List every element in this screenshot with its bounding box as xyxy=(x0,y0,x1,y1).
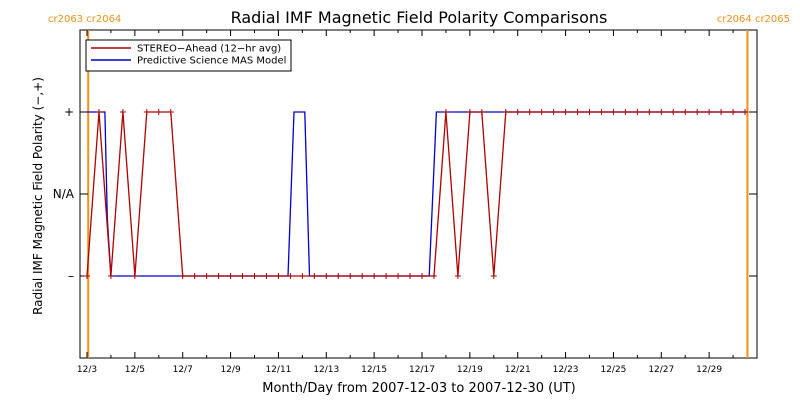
data-point xyxy=(359,273,366,279)
data-point xyxy=(84,273,90,279)
data-point xyxy=(311,273,318,279)
rotation-markers: cr2063 cr2064 cr2064 cr2065 xyxy=(48,14,790,358)
axis-ticks: 12/3 12/5 12/7 12/9 12/11 12/13 12/15 12/17 12/1… xyxy=(53,30,757,375)
data-point xyxy=(466,109,473,115)
x-axis-label: Month/Day from 2007-12-03 to 2007-12-30 … xyxy=(262,381,575,396)
data-point xyxy=(143,109,150,115)
x-tick-label: 12/3 xyxy=(77,365,97,375)
data-point xyxy=(694,109,701,115)
data-point xyxy=(347,273,354,279)
x-tick-label: 12/19 xyxy=(457,365,483,375)
plot-area xyxy=(79,29,758,359)
data-point xyxy=(742,109,749,115)
data-point xyxy=(706,109,713,115)
data-point xyxy=(251,273,258,279)
data-point xyxy=(167,109,174,115)
data-point xyxy=(550,109,557,115)
data-point xyxy=(526,109,533,115)
data-point xyxy=(107,273,114,279)
series-line xyxy=(86,111,745,277)
data-point xyxy=(371,273,378,279)
data-point xyxy=(670,109,677,115)
data-point xyxy=(574,109,581,115)
data-point xyxy=(490,273,497,279)
data-point xyxy=(335,273,342,279)
data-point xyxy=(682,109,689,115)
series-line xyxy=(87,111,748,277)
legend-box xyxy=(85,39,292,72)
data-point xyxy=(442,109,449,115)
rotation-marker-label: cr2064 cr2065 xyxy=(717,14,790,25)
rotation-marker-label: cr2063 cr2064 xyxy=(48,14,121,25)
data-point xyxy=(155,109,162,115)
series-lines xyxy=(84,109,749,279)
data-point xyxy=(239,273,246,279)
y-tick-label: N/A xyxy=(53,187,75,201)
data-point xyxy=(430,273,437,279)
x-tick-label: 12/11 xyxy=(265,365,291,375)
data-point xyxy=(119,109,126,115)
x-tick-label: 12/27 xyxy=(648,365,674,375)
x-tick-label: 12/13 xyxy=(313,365,339,375)
data-point xyxy=(514,109,521,115)
x-tick-label: 12/9 xyxy=(220,365,240,375)
data-point xyxy=(610,109,617,115)
data-point xyxy=(215,273,222,279)
data-point xyxy=(203,273,210,279)
data-point xyxy=(562,109,569,115)
x-tick-label: 12/15 xyxy=(361,365,387,375)
data-point xyxy=(538,109,545,115)
data-point xyxy=(131,273,138,279)
data-point xyxy=(179,273,186,279)
x-tick-label: 12/25 xyxy=(600,365,626,375)
data-point xyxy=(275,273,282,279)
data-point xyxy=(95,109,102,115)
data-point xyxy=(323,273,330,279)
x-tick-label: 12/29 xyxy=(696,365,722,375)
x-tick-label: 12/21 xyxy=(505,365,531,375)
data-point xyxy=(383,273,390,279)
data-point xyxy=(646,109,653,115)
x-tick-label: 12/23 xyxy=(553,365,579,375)
x-tick-label: 12/17 xyxy=(409,365,435,375)
chart-title: Radial IMF Magnetic Field Polarity Compa… xyxy=(231,8,608,27)
data-point xyxy=(658,109,665,115)
plot-frame xyxy=(79,29,758,359)
data-point xyxy=(263,273,270,279)
data-point xyxy=(730,109,737,115)
y-axis-label: Radial IMF Magnetic Field Polarity (−,+) xyxy=(31,77,45,315)
data-point xyxy=(454,273,461,279)
data-point xyxy=(502,109,509,115)
data-point xyxy=(227,273,234,279)
x-tick-label: 12/7 xyxy=(173,365,193,375)
data-point xyxy=(718,109,725,115)
data-point xyxy=(419,273,425,279)
x-tick-label: 12/5 xyxy=(125,365,145,375)
data-point xyxy=(395,273,402,279)
data-point xyxy=(287,273,294,279)
legend: STEREO−Ahead (12−hr avg)Predictive Scien… xyxy=(85,39,292,72)
data-point xyxy=(407,273,414,279)
data-point xyxy=(191,273,198,279)
y-tick-label: – xyxy=(68,269,74,283)
data-point xyxy=(586,109,593,115)
y-tick-label: + xyxy=(64,105,74,119)
data-point xyxy=(634,109,641,115)
data-point xyxy=(299,273,306,279)
data-point xyxy=(622,109,629,115)
data-point xyxy=(478,109,485,115)
legend-entry-label: Predictive Science MAS Model xyxy=(137,56,286,67)
legend-entry-label: STEREO−Ahead (12−hr avg) xyxy=(137,44,281,55)
data-point xyxy=(598,109,605,115)
